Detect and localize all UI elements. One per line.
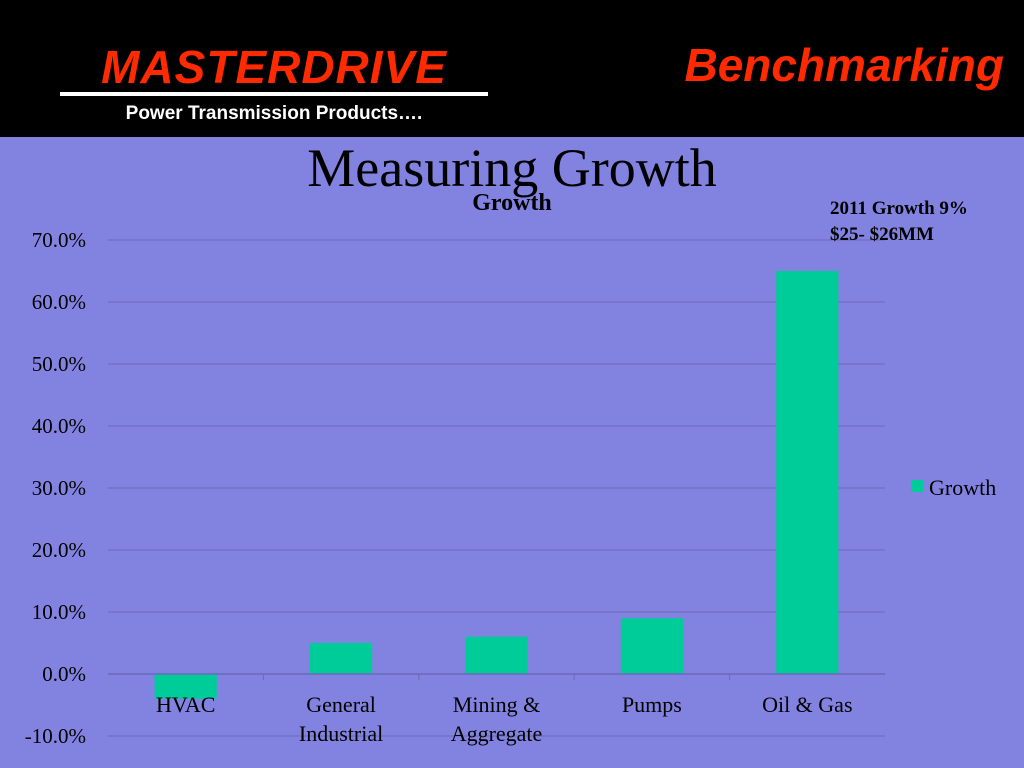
y-tick-label: 10.0% <box>32 600 86 624</box>
y-tick-label: 0.0% <box>42 662 86 686</box>
y-tick-label: 30.0% <box>32 476 86 500</box>
brand-name: MASTERDRIVE <box>101 41 447 93</box>
slide-header: MASTERDRIVE Power Transmission Products…… <box>0 0 1024 137</box>
bar <box>620 618 683 674</box>
bar <box>310 643 373 674</box>
brand-underline <box>60 92 488 96</box>
x-tick-label: Pumps <box>622 692 682 717</box>
section-title: Benchmarking <box>684 39 1004 91</box>
bar <box>465 636 528 674</box>
y-tick-label: 60.0% <box>32 290 86 314</box>
brand-tagline: Power Transmission Products…. <box>125 103 423 124</box>
bar <box>154 674 217 699</box>
x-tick-label: HVAC <box>156 692 216 717</box>
brand-logo: MASTERDRIVE <box>60 38 488 96</box>
bar <box>776 271 839 674</box>
y-tick-label: 20.0% <box>32 538 86 562</box>
x-tick-label: General <box>306 692 376 717</box>
y-tick-label: 40.0% <box>32 414 86 438</box>
y-tick-label: 50.0% <box>32 352 86 376</box>
x-tick-label: Mining & <box>453 692 540 717</box>
growth-annotation: 2011 Growth 9% $25- $26MM <box>830 196 1020 248</box>
slide-title: Measuring Growth <box>307 138 717 198</box>
legend-label: Growth <box>929 475 996 500</box>
y-tick-label: 70.0% <box>32 228 86 252</box>
annotation-line-1: 2011 Growth 9% <box>830 198 968 219</box>
chart-title: Growth <box>472 190 552 216</box>
x-tick-label: Aggregate <box>451 721 543 746</box>
legend-swatch <box>911 480 923 492</box>
annotation-line-2: $25- $26MM <box>830 224 934 245</box>
y-tick-label: -10.0% <box>25 724 86 748</box>
x-tick-label: Oil & Gas <box>762 692 852 717</box>
x-tick-label: Industrial <box>299 721 383 746</box>
